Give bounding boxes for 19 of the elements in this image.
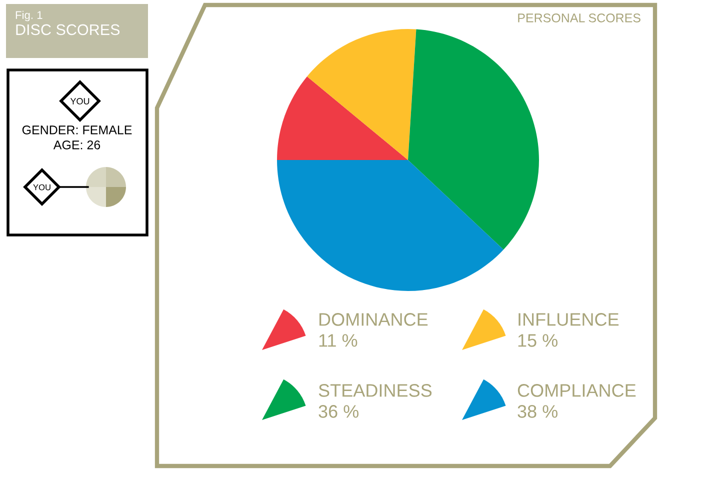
data-label: 15 % bbox=[518, 334, 558, 347]
text: GENDER: FEMALE bbox=[22, 126, 132, 134]
text: YOU bbox=[33, 184, 50, 190]
pie-slice bbox=[307, 29, 416, 160]
legend-label: INFLUENCE bbox=[518, 313, 619, 326]
chart-title: PERSONAL SCORES bbox=[518, 14, 640, 22]
legend-label: STEADINESS bbox=[318, 384, 432, 397]
data-label: 11 % bbox=[319, 334, 358, 347]
data-label: 38 % bbox=[518, 405, 558, 418]
text: DISC SCORES bbox=[16, 24, 120, 36]
pie-slice bbox=[408, 29, 539, 250]
caption: Fig. 1 bbox=[16, 10, 42, 22]
pie-slice bbox=[277, 76, 408, 160]
text: AGE: 26 bbox=[53, 140, 100, 150]
legend-label: DOMINANCE bbox=[319, 313, 428, 326]
data-label: 36 % bbox=[318, 405, 359, 418]
text: YOU bbox=[70, 98, 90, 104]
pie-slice bbox=[277, 160, 504, 291]
legend-label: COMPLIANCE bbox=[518, 384, 636, 397]
